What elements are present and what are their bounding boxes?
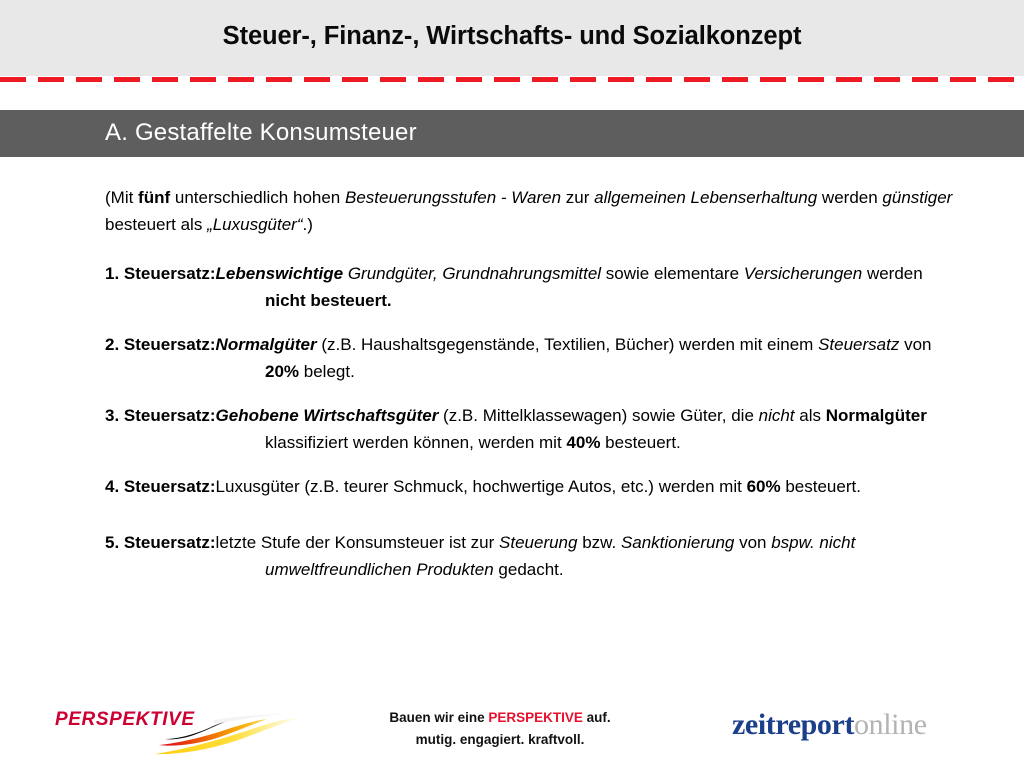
section-header-bar: A. Gestaffelte Konsumsteuer	[0, 110, 1024, 157]
tax-rate-text: Luxusgüter (z.B. teurer Schmuck, hochwer…	[215, 477, 861, 496]
zeitreport-wordmark: zeitreport	[732, 708, 855, 741]
tax-rate-text: letzte Stufe der Konsumsteuer ist zur St…	[215, 533, 856, 579]
tax-rate-label: 4. Steuersatz:	[105, 477, 216, 496]
tax-rate-text: Lebenswichtige Grundgüter, Grundnahrungs…	[215, 264, 923, 310]
section-title: A. Gestaffelte Konsumsteuer	[105, 119, 417, 146]
tax-rate-list: 1. Steuersatz:Lebenswichtige Grundgüter,…	[105, 260, 965, 583]
tax-rate-label: 2. Steuersatz:	[105, 335, 216, 354]
list-item: 1. Steuersatz:Lebenswichtige Grundgüter,…	[105, 260, 965, 314]
slide-footer: PERSPEKTIVE	[0, 696, 1024, 768]
list-item: 5. Steuersatz:letzte Stufe der Konsumste…	[105, 529, 965, 583]
page-title: Steuer-, Finanz-, Wirtschafts- und Sozia…	[222, 22, 802, 50]
list-item: 4. Steuersatz:Luxusgüter (z.B. teurer Sc…	[105, 473, 965, 500]
footer-slogan: Bauen wir eine PERSPEKTIVE auf. mutig. e…	[282, 707, 718, 751]
red-dashed-divider	[0, 77, 1024, 82]
tax-rate-text: Normalgüter (z.B. Haushaltsgegenstände, …	[215, 335, 932, 381]
tax-rate-label: 5. Steuersatz:	[105, 533, 216, 552]
list-item: 2. Steuersatz:Normalgüter (z.B. Haushalt…	[105, 331, 965, 385]
list-item: 3. Steuersatz:Gehobene Wirtschaftsgüter …	[105, 402, 965, 456]
zeitreport-online-suffix: online	[854, 708, 927, 741]
slogan-post: auf.	[582, 710, 611, 725]
perspektive-wordmark: PERSPEKTIVE	[55, 709, 195, 730]
perspektive-logo: PERSPEKTIVE	[55, 702, 305, 762]
slogan-highlight: PERSPEKTIVE	[488, 710, 583, 725]
footer-slogan-line1: Bauen wir eine PERSPEKTIVE auf.	[282, 707, 718, 729]
tax-rate-text: Gehobene Wirtschaftsgüter (z.B. Mittelkl…	[215, 406, 927, 452]
slide-content: (Mit fünf unterschiedlich hohen Besteuer…	[105, 184, 965, 600]
slogan-pre: Bauen wir eine	[389, 710, 489, 725]
german-flag-swoosh-icon	[155, 714, 301, 755]
footer-slogan-line2: mutig. engagiert. kraftvoll.	[415, 732, 585, 747]
tax-rate-label: 3. Steuersatz:	[105, 406, 216, 425]
intro-paragraph: (Mit fünf unterschiedlich hohen Besteuer…	[105, 188, 953, 234]
zeitreport-online-logo: zeitreportonline	[732, 708, 927, 742]
tax-rate-label: 1. Steuersatz:	[105, 264, 216, 283]
header-band	[0, 0, 1024, 76]
